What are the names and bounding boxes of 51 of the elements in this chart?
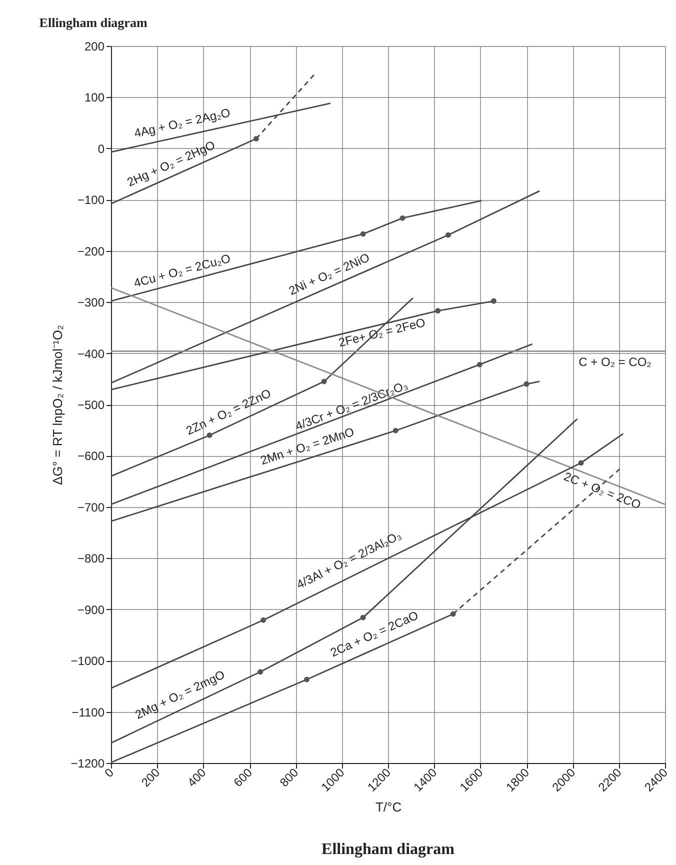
text: 4Cu + O₂ = 2Cu₂O bbox=[132, 251, 232, 290]
point bbox=[435, 308, 441, 314]
y-tick-label: −100 bbox=[77, 193, 105, 208]
text: Ellingham diagram bbox=[322, 841, 456, 858]
series-label: C + O₂ = CO₂ bbox=[578, 355, 652, 370]
point bbox=[450, 611, 456, 617]
text: 2Ca + O₂ = 2CaO bbox=[328, 608, 420, 660]
x-tick-label: 200 bbox=[138, 765, 163, 790]
y-tick-label: −500 bbox=[77, 398, 105, 412]
point bbox=[253, 136, 259, 142]
point bbox=[260, 617, 266, 623]
text: 2Ni + O₂ = 2NiO bbox=[286, 250, 372, 298]
point bbox=[360, 614, 366, 620]
text: 4Ag + O₂ = 2Ag₂O bbox=[132, 105, 232, 140]
text: 2Hg + O₂ = 2HgO bbox=[125, 138, 218, 190]
y-tick-label: 0 bbox=[98, 142, 105, 156]
y-axis-title: ΔG° = RT lnpO₂ / kJmol⁻¹O₂ bbox=[50, 324, 65, 486]
text: 2C + O₂ = 2CO bbox=[562, 469, 643, 512]
point bbox=[446, 232, 451, 238]
x-tick-label: 600 bbox=[230, 765, 256, 790]
line-series bbox=[110, 380, 540, 522]
point bbox=[476, 362, 482, 368]
point bbox=[258, 669, 264, 675]
y-tick-label: −700 bbox=[77, 500, 105, 514]
y-tick-label: −1200 bbox=[70, 756, 105, 770]
y-tick-label: −1000 bbox=[70, 654, 105, 668]
x-tick-label: 800 bbox=[277, 765, 302, 790]
point bbox=[206, 432, 212, 438]
point bbox=[321, 378, 327, 384]
chart-title: Ellingham diagram bbox=[39, 15, 148, 30]
y-tick-label: −200 bbox=[77, 244, 105, 258]
point bbox=[578, 460, 584, 466]
y-tick-label: −300 bbox=[77, 296, 105, 310]
y-tick-label: −1100 bbox=[72, 705, 105, 720]
point bbox=[400, 215, 406, 221]
point bbox=[392, 428, 398, 434]
y-tick-label: 200 bbox=[84, 40, 105, 54]
x-tick-label: 400 bbox=[184, 765, 210, 790]
y-tick-label: −900 bbox=[77, 602, 105, 617]
y-tick-label: −400 bbox=[77, 346, 105, 361]
y-tick-label: 100 bbox=[84, 90, 105, 105]
point bbox=[524, 381, 530, 387]
x-axis-title: T/°C bbox=[375, 800, 402, 815]
text: 2Mg + O₂ = 2mgO bbox=[133, 667, 227, 722]
y-tick-label: −600 bbox=[77, 449, 105, 464]
point bbox=[490, 298, 496, 304]
line-series bbox=[110, 200, 482, 302]
text: 2Zn + O₂ = 2ZnO bbox=[184, 386, 274, 438]
y-tick-label: −800 bbox=[77, 552, 105, 566]
point bbox=[304, 676, 310, 682]
point bbox=[360, 231, 366, 237]
